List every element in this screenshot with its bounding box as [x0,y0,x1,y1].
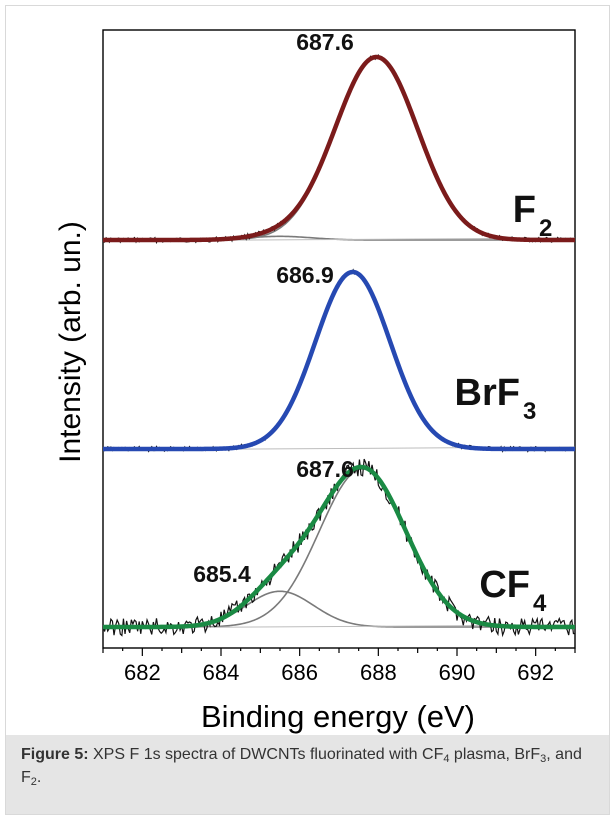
caption-text-3: , and F [21,746,582,786]
caption-sub-2: 3 [540,753,547,765]
fit-envelope-line [101,54,577,243]
caption-sub-3: 2 [30,776,37,788]
peak-annotation: 685.4 [193,561,251,587]
caption-text-4: . [36,769,42,786]
figure-caption: Figure 5: XPS F 1s spectra of DWCNTs flu… [6,735,609,814]
sample-label-subscript: 2 [539,215,552,242]
y-axis-label: Intensity (arb. un.) [54,221,87,463]
peak-annotation: 687.6 [296,456,354,482]
caption-figure-label: Figure 5: [21,746,89,763]
fit-component-curve [103,271,575,450]
fit-envelope-line [101,464,577,630]
x-tick-label: 686 [281,660,318,685]
x-tick-label: 690 [439,660,476,685]
peak-annotation: 686.9 [276,262,334,288]
peak-annotation: 687.6 [296,29,354,55]
x-tick-label: 692 [517,660,554,685]
sample-label-subscript: 3 [523,398,536,425]
fit-components [102,56,576,629]
fit-component-curve [103,56,575,241]
caption-text-2: plasma, BrF [449,746,541,763]
figure-container [5,5,610,815]
sample-label: F [513,189,536,231]
sample-label: BrF [455,372,520,414]
x-tick-label: 682 [124,660,161,685]
sample-label: CF [479,564,530,606]
spectra-series [101,54,577,638]
caption-text-1: XPS F 1s spectra of DWCNTs fluorinated w… [88,746,444,763]
fit-envelope-line [101,269,577,452]
chart-labels: 687.6 F 2 686.9 BrF 3 687.6 685.4 CF 4 [193,29,552,617]
sample-label-subscript: 4 [533,590,547,617]
experimental-trace [102,54,576,245]
x-tick-label: 684 [203,660,240,685]
x-tick-label: 688 [360,660,397,685]
caption-sub-1: 4 [443,753,450,765]
plot-frame: 682 684 686 688 690 692 [102,29,576,685]
experimental-trace [102,268,576,453]
x-axis-label: Binding energy (eV) [201,699,475,734]
